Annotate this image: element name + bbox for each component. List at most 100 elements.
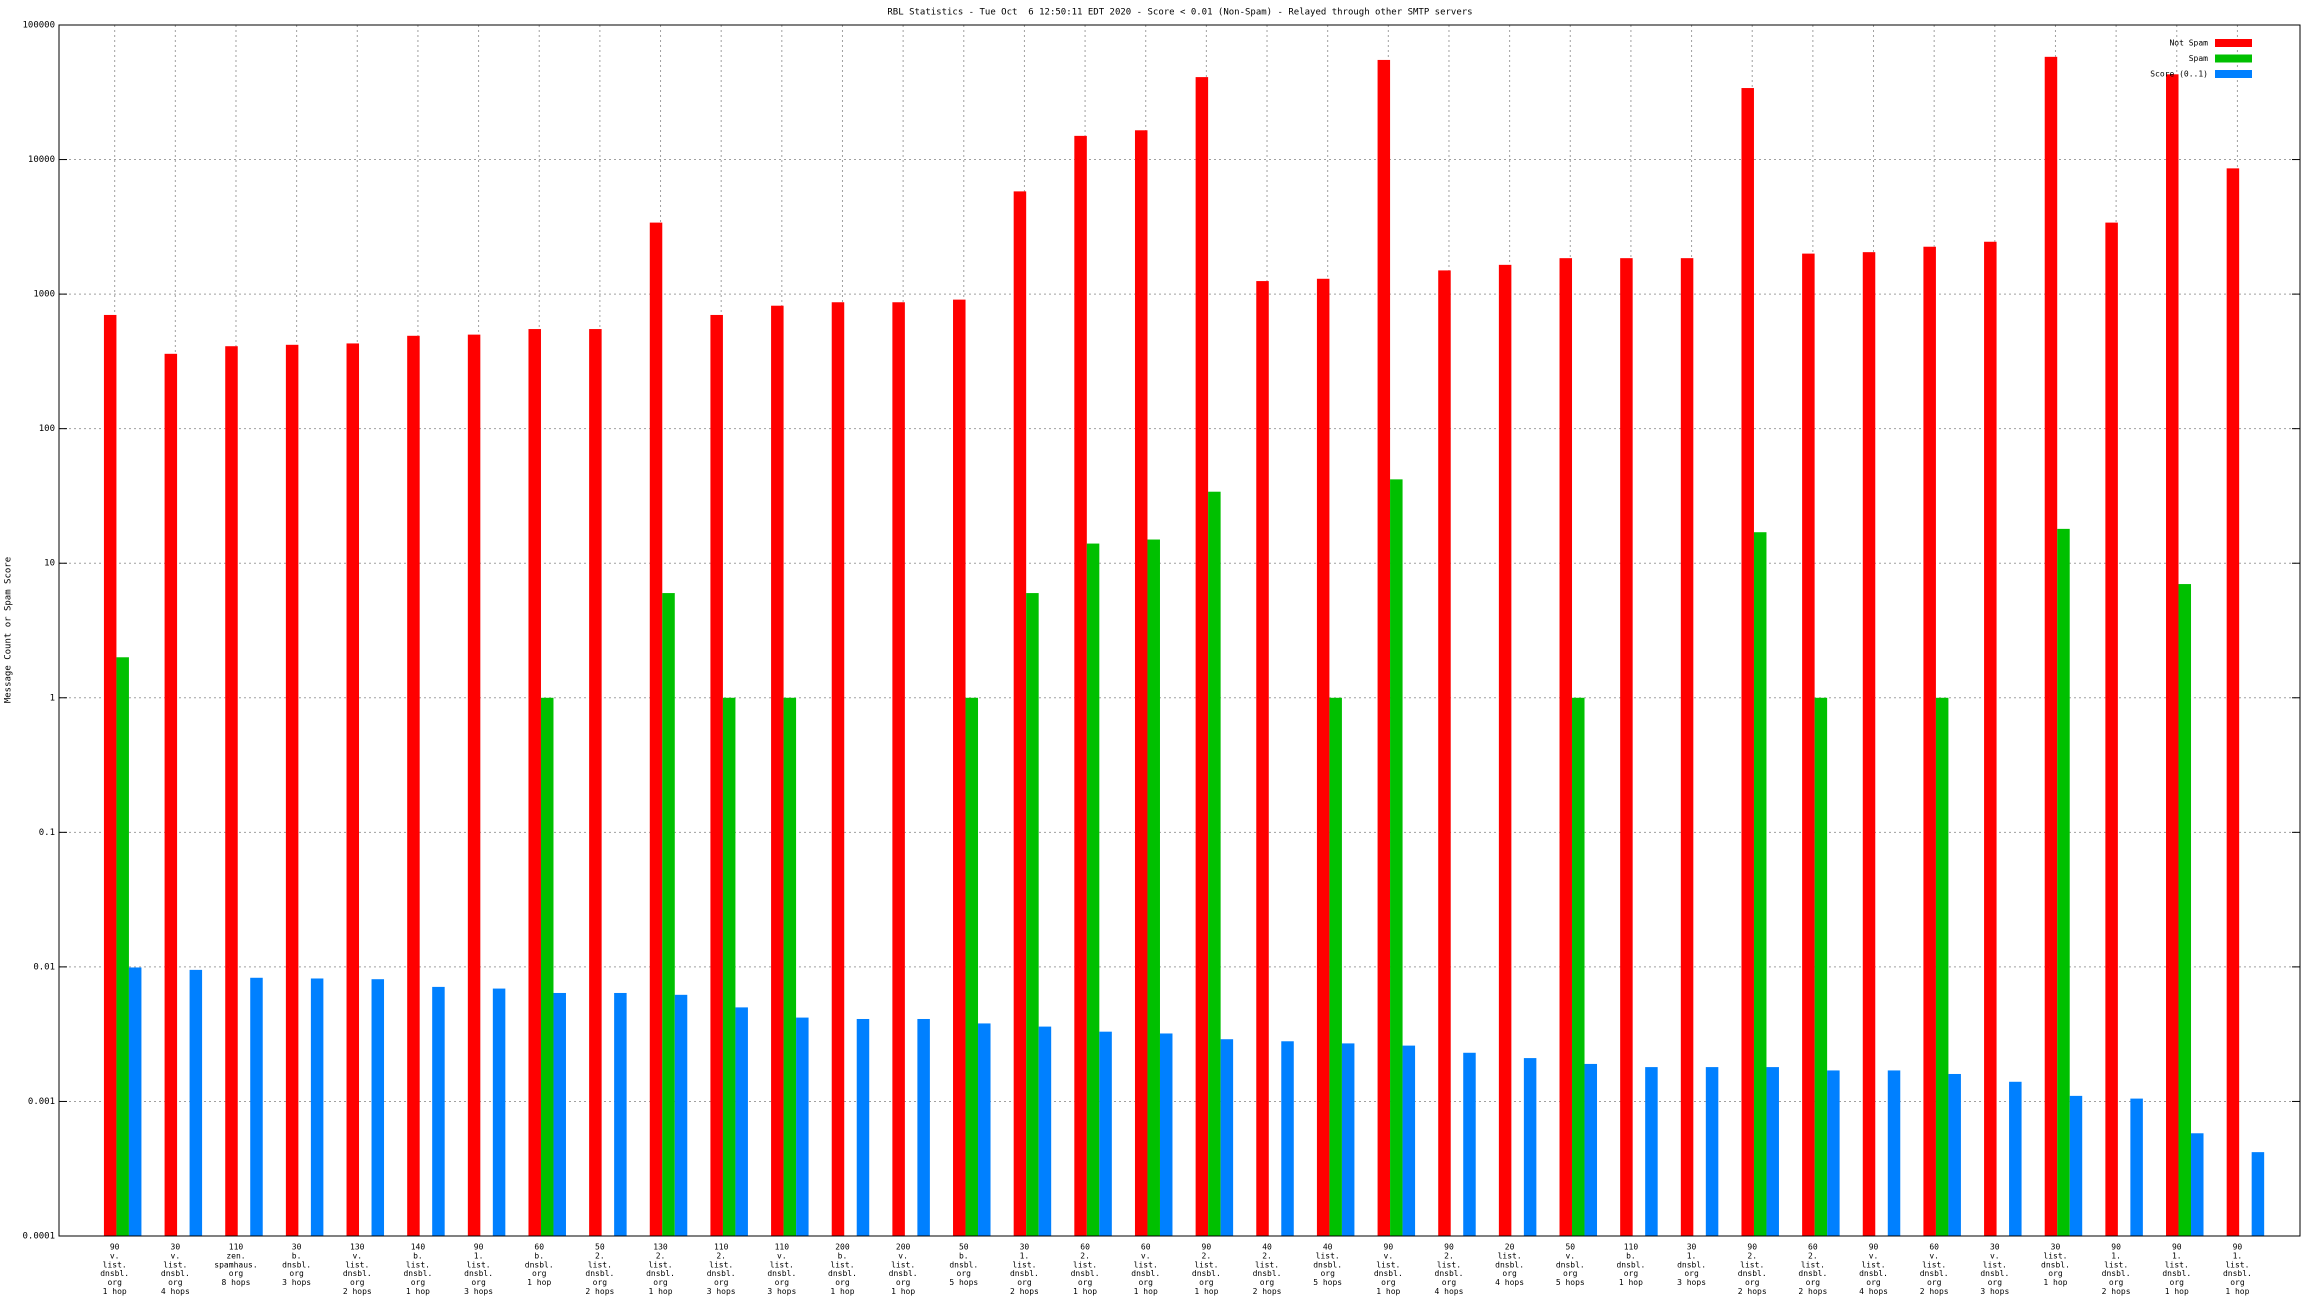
x-tick-label: 2 hops bbox=[1253, 1287, 1282, 1296]
legend-swatch bbox=[2215, 54, 2252, 63]
bar bbox=[965, 697, 979, 1236]
x-tick-label: 5 hops bbox=[1556, 1278, 1585, 1287]
x-tick-label: org bbox=[593, 1278, 608, 1287]
bar bbox=[1572, 697, 1585, 1236]
x-tick-label: list. bbox=[1922, 1260, 1946, 1269]
x-tick-label: 30 bbox=[171, 1243, 181, 1252]
x-tick-label: dnsbl. bbox=[1313, 1260, 1342, 1269]
x-tick-label: list. bbox=[588, 1260, 612, 1269]
x-tick-label: 130 bbox=[350, 1243, 365, 1252]
x-tick-label: dnsbl. bbox=[2102, 1269, 2131, 1278]
x-tick-label: 5 hops bbox=[1313, 1278, 1342, 1287]
x-tick-label: org bbox=[2170, 1278, 2185, 1287]
x-tick-label: dnsbl. bbox=[1920, 1269, 1949, 1278]
bar bbox=[1195, 77, 1209, 1237]
bar bbox=[528, 329, 541, 1236]
x-tick-label: 1. bbox=[2233, 1251, 2243, 1260]
x-tick-label: org bbox=[1320, 1269, 1335, 1278]
x-tick-label: dnsbl. bbox=[889, 1269, 918, 1278]
x-tick-label: 90 bbox=[110, 1243, 120, 1252]
x-tick-label: org bbox=[1260, 1278, 1275, 1287]
x-tick-label: org bbox=[1502, 1269, 1517, 1278]
x-tick-label: 1 hop bbox=[2043, 1278, 2067, 1287]
bar bbox=[553, 992, 566, 1236]
x-tick-label: 3 hops bbox=[767, 1287, 796, 1296]
x-tick-label: 110 bbox=[775, 1243, 790, 1252]
x-tick-label: 30 bbox=[1687, 1243, 1697, 1252]
x-tick-label: 1. bbox=[1020, 1251, 1030, 1260]
x-tick-label: 2 hops bbox=[1798, 1287, 1827, 1296]
x-tick-label: list. bbox=[1376, 1260, 1400, 1269]
x-tick-label: list. bbox=[1740, 1260, 1764, 1269]
x-tick-label: 40 bbox=[1323, 1243, 1333, 1252]
x-tick-label: dnsbl. bbox=[1859, 1269, 1888, 1278]
x-tick-label: b. bbox=[413, 1251, 423, 1260]
x-tick-label: list. bbox=[1316, 1251, 1340, 1260]
x-tick-label: 30 bbox=[1020, 1243, 1030, 1252]
y-tick-label: 100000 bbox=[22, 21, 55, 31]
x-tick-label: 90 bbox=[1747, 1243, 1757, 1252]
bar bbox=[1341, 1043, 1355, 1236]
x-tick-label: 90 bbox=[474, 1243, 484, 1252]
x-tick-label: dnsbl. bbox=[1980, 1269, 2009, 1278]
x-tick-label: v. bbox=[352, 1251, 362, 1260]
x-tick-label: org bbox=[775, 1278, 790, 1287]
bar bbox=[1523, 1058, 1537, 1236]
bar bbox=[953, 299, 966, 1236]
bar bbox=[831, 302, 845, 1236]
bar bbox=[1887, 1070, 1901, 1236]
bar bbox=[1645, 1067, 1658, 1236]
x-tick-label: dnsbl. bbox=[707, 1269, 736, 1278]
x-tick-label: org bbox=[1684, 1269, 1699, 1278]
x-tick-label: 60 bbox=[1929, 1243, 1939, 1252]
bar bbox=[1329, 697, 1342, 1236]
x-tick-label: 60 bbox=[1080, 1243, 1090, 1252]
x-tick-label: 2. bbox=[1202, 1251, 1212, 1260]
x-tick-label: dnsbl. bbox=[828, 1269, 857, 1278]
x-tick-label: zen. bbox=[226, 1251, 245, 1260]
x-tick-label: 2. bbox=[1808, 1251, 1818, 1260]
x-tick-label: org bbox=[957, 1269, 972, 1278]
x-tick-label: 1 hop bbox=[891, 1287, 915, 1296]
x-tick-label: dnsbl. bbox=[2041, 1260, 2070, 1269]
bar bbox=[917, 1018, 930, 1236]
x-tick-label: dnsbl. bbox=[100, 1269, 129, 1278]
legend-label: Score (0..1) bbox=[2150, 70, 2208, 79]
x-tick-label: 1 hop bbox=[2165, 1287, 2189, 1296]
x-tick-label: 1 hop bbox=[1194, 1287, 1218, 1296]
x-tick-label: 90 bbox=[2111, 1243, 2121, 1252]
bar bbox=[2130, 1098, 2143, 1236]
x-tick-label: org bbox=[1988, 1278, 2003, 1287]
bar bbox=[1741, 88, 1754, 1236]
x-tick-label: dnsbl. bbox=[525, 1260, 554, 1269]
x-tick-label: org bbox=[107, 1278, 122, 1287]
x-tick-label: list. bbox=[1437, 1260, 1461, 1269]
bar bbox=[2105, 222, 2118, 1237]
x-tick-label: 50 bbox=[959, 1243, 969, 1252]
x-tick-label: 90 bbox=[2233, 1243, 2243, 1252]
x-tick-label: org bbox=[2109, 1278, 2124, 1287]
x-tick-label: org bbox=[653, 1278, 668, 1287]
bar bbox=[1220, 1039, 1234, 1236]
x-tick-label: 20 bbox=[1505, 1243, 1515, 1252]
x-tick-label: dnsbl. bbox=[161, 1269, 190, 1278]
bar bbox=[492, 988, 506, 1236]
bar bbox=[310, 978, 324, 1236]
x-tick-label: v. bbox=[1565, 1251, 1575, 1260]
x-tick-label: 3 hops bbox=[1677, 1278, 1706, 1287]
x-tick-label: 1 hop bbox=[2225, 1287, 2249, 1296]
x-tick-label: 130 bbox=[653, 1243, 668, 1252]
x-tick-label: dnsbl. bbox=[464, 1269, 493, 1278]
x-tick-label: 2 hops bbox=[585, 1287, 614, 1296]
x-tick-label: v. bbox=[1384, 1251, 1394, 1260]
bar bbox=[1256, 281, 1269, 1237]
x-tick-label: 4 hops bbox=[161, 1287, 190, 1296]
x-tick-label: 140 bbox=[411, 1243, 426, 1252]
bar bbox=[1862, 252, 1876, 1236]
bar bbox=[189, 969, 203, 1236]
bar bbox=[1827, 1070, 1840, 1236]
y-tick-label: 1000 bbox=[33, 290, 55, 300]
bar bbox=[225, 346, 238, 1236]
bar bbox=[589, 329, 602, 1236]
x-tick-label: org bbox=[289, 1269, 304, 1278]
